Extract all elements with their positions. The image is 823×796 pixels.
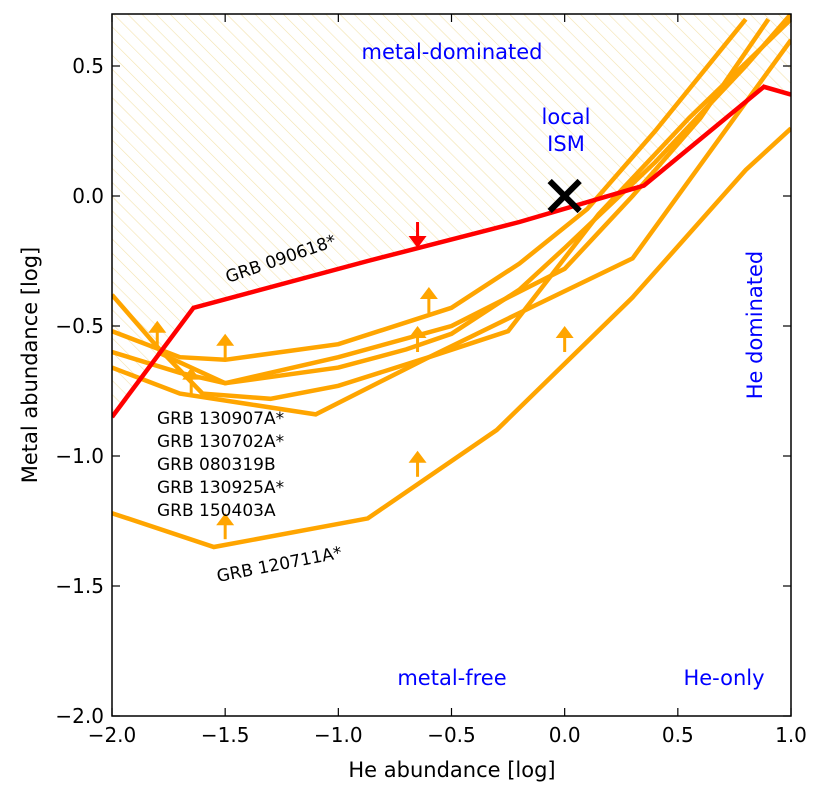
limit-arrow-head [419,287,438,299]
y-tick-label: −1.5 [55,574,104,598]
grb-group-labels: GRB 130907A* GRB 130702A* GRB 080319B GR… [157,409,284,521]
marker-layer [547,178,582,214]
local-ism-label-line1: local [542,105,591,129]
x-tick-label: −1.0 [314,723,363,747]
x-tick-label: 0.5 [662,723,694,747]
grb-group-label: GRB 130907A* [157,409,284,429]
series-line-grb-130907a [112,17,748,363]
y-tick-label: −2.0 [55,704,104,728]
y-axis-label: Metal abundance [log] [18,247,42,484]
y-tick-label: 0.0 [72,184,104,208]
he-dominated-label: He dominated [743,251,767,400]
series-line-grb-150403a [156,14,791,386]
local-ism-label-line2: ISM [547,132,585,156]
metal-free-label: metal-free [397,666,506,690]
limit-arrow-head [148,320,167,333]
series-line-grb-090618 [112,84,791,419]
series-line-grb-130925a [112,38,791,417]
x-tick-label: 0.0 [549,723,581,747]
grb-group-label: GRB 130702A* [157,432,284,452]
tick-layer: −2.0 −1.5 −1.0 −0.5 0.0 0.5 1.0 −2.0 −1.5 −1.0 −0.… [55,14,807,747]
grb-group-label: GRB 080319B [157,455,276,475]
excluded-region-hatch [112,14,791,417]
series-line-grb-120711a [112,126,791,550]
y-tick-label: −1.0 [55,444,104,468]
series-line-grb-080319b [112,17,791,402]
limit-arrow-head [555,326,574,338]
limit-arrow-head [216,513,235,526]
limit-arrow-head [216,333,235,346]
limit-arrow-head [408,326,427,338]
y-tick-label: −0.5 [55,314,104,338]
series-layer [112,14,791,550]
metal-dominated-label: metal-dominated [361,40,542,64]
he-only-label: He-only [683,666,764,690]
grb-group-label: GRB 130925A* [157,478,284,498]
x-tick-label: 1.0 [775,723,807,747]
grb-group-label: GRB 150403A [157,501,276,521]
x-tick-label: −2.0 [88,723,137,747]
limit-arrow-head [408,236,427,248]
x-tick-label: −1.5 [201,723,250,747]
limit-arrow-head [408,450,427,463]
plot-frame [111,13,792,717]
y-tick-label: 0.5 [72,54,104,78]
local-ism-marker [547,178,582,214]
x-axis-label: He abundance [log] [348,758,555,782]
limit-arrow-head [182,367,201,380]
x-tick-label: −0.5 [427,723,476,747]
